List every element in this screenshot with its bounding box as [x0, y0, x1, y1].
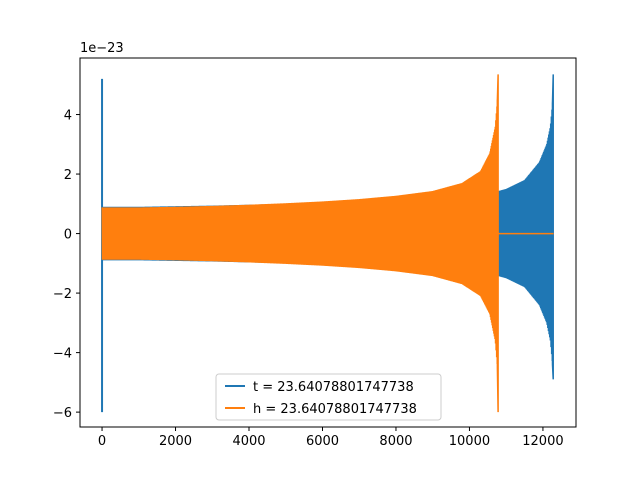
x-tick-label: 12000 — [522, 434, 563, 449]
x-axis: 0 2000 4000 6000 8000 10000 12000 — [98, 427, 564, 449]
series-t-spike-end — [551, 74, 554, 380]
x-tick-label: 8000 — [379, 434, 412, 449]
plot-frame — [79, 57, 577, 428]
y-axis: −6 −4 −2 0 2 4 — [53, 109, 80, 421]
y-tick-label: −4 — [53, 347, 72, 362]
y-offset-label: 1e−23 — [80, 41, 124, 56]
series-h-waveform — [101, 99, 498, 365]
y-tick-label: −6 — [53, 406, 72, 421]
legend-label-t: t = 23.64078801747738 — [253, 380, 414, 395]
x-tick-label: 0 — [98, 434, 106, 449]
x-tick-label: 6000 — [306, 434, 339, 449]
legend-label-h: h = 23.64078801747738 — [253, 402, 417, 417]
legend: t = 23.64078801747738 h = 23.64078801747… — [215, 373, 442, 421]
x-tick-label: 2000 — [159, 434, 192, 449]
legend-box — [215, 373, 442, 421]
plot-area — [101, 74, 554, 413]
y-tick-label: 0 — [64, 228, 72, 243]
x-tick-label: 4000 — [232, 434, 265, 449]
y-tick-label: 4 — [64, 109, 72, 124]
y-tick-label: −2 — [53, 287, 72, 302]
y-tick-label: 2 — [64, 168, 72, 183]
series-h-spike-end — [496, 74, 499, 413]
x-tick-label: 10000 — [449, 434, 490, 449]
